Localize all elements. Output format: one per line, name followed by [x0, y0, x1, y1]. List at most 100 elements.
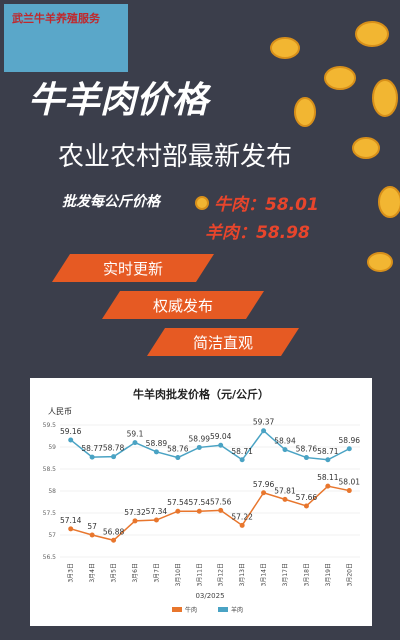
data-label: 59.1 — [127, 430, 144, 439]
point — [175, 455, 181, 461]
legend-label: 羊肉 — [231, 606, 243, 614]
point — [89, 454, 95, 460]
data-label: 58.94 — [274, 437, 296, 446]
data-label: 57.54 — [167, 498, 189, 507]
series-line — [70, 429, 350, 461]
x-axis-label: 03/2025 — [195, 592, 224, 600]
x-tick-label: 3月10日 — [175, 563, 182, 586]
data-label: 57.22 — [231, 512, 253, 521]
data-label: 58.71 — [317, 447, 339, 456]
point — [346, 446, 352, 452]
point — [68, 526, 74, 532]
point — [218, 507, 224, 513]
point — [132, 440, 138, 446]
point — [325, 483, 331, 489]
data-label: 57.34 — [146, 507, 168, 516]
point — [218, 442, 224, 448]
point — [325, 457, 331, 463]
y-tick-label: 57 — [48, 532, 56, 539]
y-tick-label: 57.5 — [43, 510, 57, 517]
banner-text: 权威发布 — [153, 297, 213, 315]
point — [239, 522, 245, 528]
point — [68, 437, 74, 443]
y-tick-label: 59 — [48, 444, 56, 451]
legend-swatch — [172, 607, 182, 612]
x-tick-label: 3月6日 — [132, 563, 139, 583]
y-tick-label: 58.5 — [43, 466, 57, 473]
x-tick-label: 3月5日 — [111, 563, 118, 583]
point — [153, 449, 159, 455]
data-label: 58.96 — [339, 436, 361, 445]
headline: 牛羊肉价格 — [28, 80, 212, 121]
x-tick-label: 3月3日 — [68, 563, 75, 583]
x-tick-label: 3月7日 — [153, 563, 160, 583]
data-label: 58.77 — [81, 444, 103, 453]
data-label: 59.04 — [210, 432, 232, 441]
data-label: 57.14 — [60, 516, 82, 525]
data-label: 57.66 — [296, 493, 318, 502]
data-label: 58.76 — [167, 445, 189, 454]
data-label: 56.88 — [103, 527, 125, 536]
y-tick-label: 59.5 — [43, 422, 57, 429]
chart-card — [30, 378, 372, 626]
data-label: 57 — [87, 522, 97, 531]
point — [261, 428, 267, 434]
data-label: 58.99 — [189, 434, 211, 443]
data-label: 57.56 — [210, 497, 232, 506]
data-label: 57.32 — [124, 508, 146, 517]
point — [261, 490, 267, 496]
point — [132, 518, 138, 524]
y-axis-label: 人民币 — [48, 407, 72, 416]
logo-title: 武兰牛羊养殖服务 — [12, 11, 101, 25]
y-tick-label: 58 — [48, 488, 56, 495]
point — [196, 508, 202, 514]
subhead: 农业农村部最新发布 — [58, 142, 292, 172]
point — [346, 488, 352, 494]
point — [303, 455, 309, 461]
data-label: 57.54 — [189, 498, 211, 507]
lamb-price: 羊肉：58.98 — [205, 223, 310, 243]
x-tick-label: 3月20日 — [346, 563, 353, 586]
chart-title: 牛羊肉批发价格（元/公斤） — [133, 387, 269, 401]
logo-box — [4, 4, 128, 72]
data-label: 58.76 — [296, 445, 318, 454]
point — [282, 447, 288, 453]
beef-price: 牛肉：58.01 — [214, 195, 319, 215]
legend-label: 牛肉 — [185, 606, 197, 614]
data-label: 57.96 — [253, 480, 275, 489]
point — [111, 537, 117, 543]
banner-text: 简洁直观 — [193, 334, 253, 352]
coins — [195, 21, 400, 272]
x-tick-label: 3月18日 — [303, 563, 310, 586]
series-line — [70, 485, 350, 542]
data-label: 59.37 — [253, 418, 275, 427]
y-tick-label: 56.5 — [43, 554, 57, 561]
point — [89, 532, 95, 538]
data-label: 57.81 — [274, 486, 296, 495]
data-label: 58.78 — [103, 444, 125, 453]
banner — [147, 328, 299, 356]
data-label: 58.01 — [339, 478, 361, 487]
x-tick-label: 3月19日 — [325, 563, 332, 586]
data-label: 58.11 — [317, 473, 339, 482]
x-tick-label: 3月13日 — [239, 563, 246, 586]
point — [111, 454, 117, 460]
data-label: 58.89 — [146, 439, 168, 448]
data-label: 59.16 — [60, 427, 82, 436]
point — [303, 503, 309, 509]
x-tick-label: 3月17日 — [282, 563, 289, 586]
banner — [102, 291, 264, 319]
banner-text: 实时更新 — [103, 260, 163, 278]
x-tick-label: 3月11日 — [196, 563, 203, 586]
point — [282, 496, 288, 502]
point — [175, 508, 181, 514]
point — [239, 457, 245, 463]
point — [153, 517, 159, 523]
point — [196, 444, 202, 450]
x-tick-label: 3月14日 — [261, 563, 268, 586]
x-tick-label: 3月12日 — [218, 563, 225, 586]
data-label: 58.71 — [231, 447, 253, 456]
legend-swatch — [218, 607, 228, 612]
x-tick-label: 3月4日 — [89, 563, 96, 583]
